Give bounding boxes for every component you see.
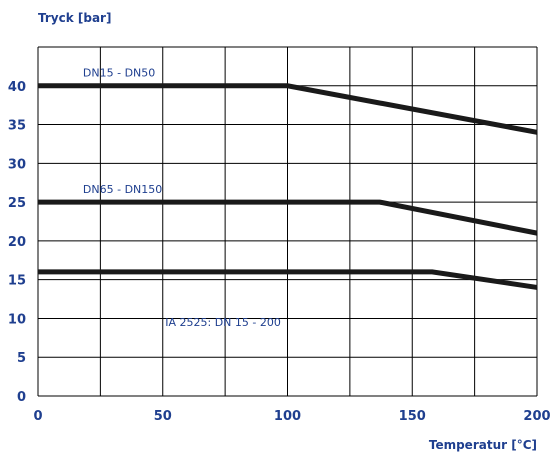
x-tick-label: 0 bbox=[33, 409, 42, 424]
y-tick-label: 10 bbox=[8, 312, 26, 327]
y-tick-labels: 0 5 10 15 20 25 30 35 40 bbox=[8, 80, 26, 405]
grid bbox=[37, 46, 538, 397]
x-tick-labels: 0 50 100 150 200 bbox=[33, 409, 550, 424]
series-line-1 bbox=[38, 83, 538, 135]
x-axis-label: Temperatur [°C] bbox=[429, 438, 537, 452]
series-annotation-3: IA 2525: DN 15 - 200 bbox=[165, 316, 281, 329]
x-tick-label: 100 bbox=[274, 409, 301, 424]
x-tick-label: 150 bbox=[399, 409, 426, 424]
series-annotation-2: DN65 - DN150 bbox=[83, 183, 162, 196]
y-tick-label: 25 bbox=[8, 196, 26, 211]
y-tick-label: 5 bbox=[17, 351, 26, 366]
y-tick-label: 35 bbox=[8, 119, 26, 134]
series-line-3 bbox=[38, 269, 538, 290]
series-lines bbox=[38, 83, 538, 290]
y-tick-label: 0 bbox=[17, 390, 26, 405]
series-annotation-1: DN15 - DN50 bbox=[83, 66, 155, 79]
series-annotations: DN15 - DN50 DN65 - DN150 IA 2525: DN 15 - … bbox=[83, 66, 281, 329]
y-tick-label: 40 bbox=[8, 80, 26, 95]
y-tick-label: 15 bbox=[8, 274, 26, 289]
y-tick-label: 20 bbox=[8, 235, 26, 250]
x-tick-label: 50 bbox=[154, 409, 172, 424]
y-axis-label: Tryck [bar] bbox=[38, 11, 111, 25]
y-tick-label: 30 bbox=[8, 157, 26, 172]
series-line-2 bbox=[38, 199, 538, 236]
x-tick-label: 200 bbox=[523, 409, 550, 424]
